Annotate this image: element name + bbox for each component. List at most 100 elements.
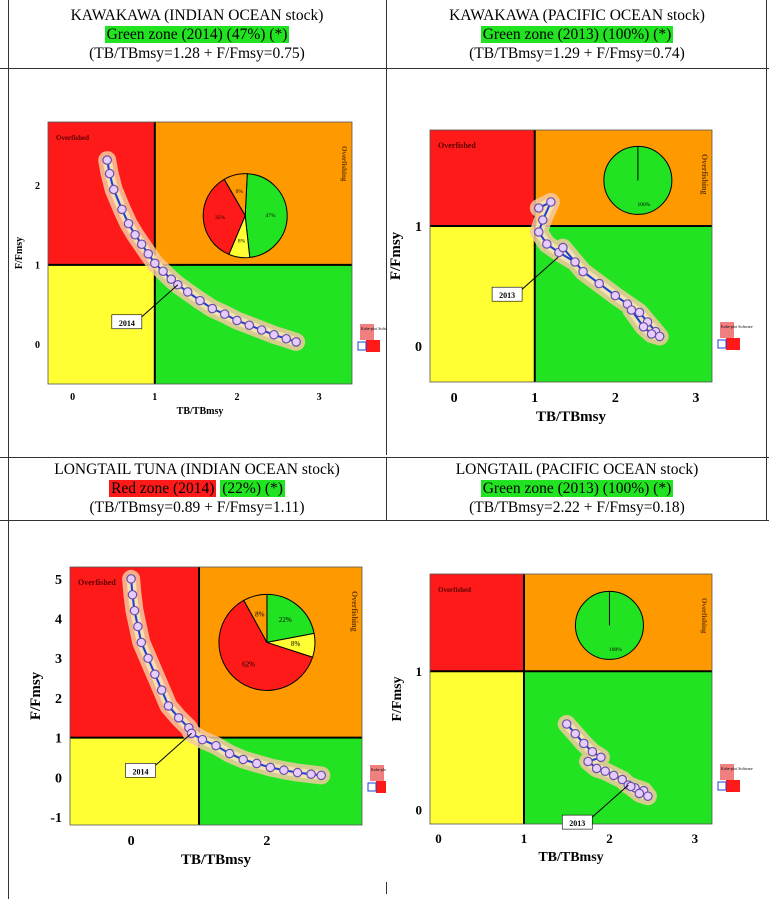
pie-label: 100% [637, 202, 650, 208]
y-tick-label: 5 [55, 573, 62, 588]
pie-label: 35% [215, 215, 226, 221]
trajectory-point [104, 168, 115, 179]
panel-title: KAWAKAWA (INDIAN OCEAN stock) [70, 7, 324, 24]
trajectory-point [129, 605, 140, 616]
legend-software-stripe [726, 338, 740, 350]
quadrant-label-overfished: Overfished [78, 578, 116, 587]
trajectory-point [626, 781, 636, 792]
legend-software-icon [717, 339, 727, 349]
status-zone-badge-red: Red zone (2014) [109, 480, 217, 497]
legend-software-stripe [726, 780, 740, 792]
trajectory-point [634, 788, 645, 799]
x-tick-label: 2 [263, 834, 270, 849]
trajectory-point [626, 305, 637, 315]
y-tick-label: 3 [55, 652, 62, 667]
x-tick-label: 1 [521, 831, 528, 846]
y-tick-label: 1 [55, 732, 62, 747]
final-year-box [125, 763, 156, 778]
pie-slice [218, 599, 314, 691]
trajectory-point [306, 769, 316, 779]
trajectory-point [643, 791, 653, 802]
pie-label: 100% [609, 647, 622, 653]
trajectory-point [291, 337, 301, 347]
status-zone-badge: Green zone (2013) (100%) (*) [480, 480, 674, 497]
final-year-box [491, 286, 523, 302]
x-tick-label: 1 [531, 391, 538, 406]
trajectory-point [207, 303, 218, 314]
kobe-chart-kawakawa-indian: Overfished Overfishing 2014 47% 8% 35% 9% 0 1 2 3 0… [14, 121, 386, 417]
y-tick-label: 2 [35, 181, 40, 192]
trajectory-point [594, 278, 604, 289]
trajectory-point [533, 203, 544, 213]
quadrant-label-overfishing: Overfishing [700, 598, 708, 634]
trajectory-point [546, 197, 556, 207]
y-tick-label: 0 [35, 340, 40, 351]
y-tick-label: 4 [55, 613, 62, 628]
trajectory-point [533, 227, 544, 237]
x-tick-label: 1 [152, 392, 157, 403]
trajectory-point [224, 748, 235, 759]
trajectory-point [127, 589, 138, 600]
y-tick-label: 0 [416, 803, 423, 818]
x-axis-label: TB/TBmsy [181, 852, 252, 868]
quadrant-label-overfished: Overfished [438, 141, 476, 150]
trajectory-point [244, 320, 255, 331]
trajectory-point [542, 239, 552, 249]
trajectory-point [558, 242, 568, 253]
horizontal-divider-lower [0, 520, 769, 521]
final-year-label: 2014 [119, 319, 135, 328]
trajectory-point [108, 184, 119, 195]
final-year-box [111, 314, 143, 330]
trajectory-point [587, 746, 598, 757]
legend-software-stripe [366, 340, 380, 352]
trajectory-point [600, 766, 610, 777]
pie-label: 8% [291, 640, 301, 648]
trajectory-point [195, 295, 205, 306]
trajectory-point [570, 257, 580, 267]
y-tick-label: 2 [55, 692, 62, 707]
final-year-leader [591, 784, 629, 818]
final-year-box [561, 814, 593, 830]
x-tick-label: 2 [234, 392, 239, 403]
trajectory-point [608, 770, 619, 781]
legend-software-text: Kobe-plot Software [721, 324, 753, 329]
vertical-divider-lower [386, 458, 387, 520]
trajectory-point [561, 719, 572, 729]
ratio-text: (TB/TBmsy=0.89 + F/Fmsy=1.11) [89, 499, 305, 516]
trajectory-point [281, 333, 292, 344]
trajectory-point [136, 239, 147, 250]
horizontal-divider-middle [0, 457, 769, 458]
trajectory-point [654, 331, 665, 342]
ratio-text: (TB/TBmsy=1.29 + F/Fmsy=0.74) [469, 45, 685, 62]
trajectory-point [150, 669, 160, 679]
trajectory-point [166, 274, 177, 284]
legend-software-box [720, 322, 734, 338]
legend-software-box [360, 324, 374, 340]
y-axis-label: F/Fmsy [28, 671, 44, 720]
pie-slice [223, 173, 248, 218]
x-tick-label: 2 [612, 391, 619, 406]
y-axis-label: F/Fmsy [14, 237, 25, 269]
trajectory-point [634, 307, 645, 318]
trajectory-point [316, 770, 327, 781]
y-tick-label: 0 [55, 771, 62, 786]
final-year-leader [155, 732, 192, 766]
trajectory-point [117, 204, 127, 215]
final-year-label: 2013 [569, 819, 585, 828]
x-axis-label: TB/TBmsy [536, 409, 607, 425]
pie-label: 8% [238, 239, 246, 245]
quadrant-overfished [430, 130, 535, 226]
plot-frame [69, 566, 363, 826]
vertical-divider [386, 0, 387, 455]
trajectory-point [579, 738, 589, 749]
legend-software-text: Kobe-plot Software [361, 326, 386, 331]
legend-software-box [370, 765, 384, 781]
trajectory-point [173, 713, 184, 723]
trajectory-point [638, 322, 649, 332]
panel-title: LONGTAIL TUNA (INDIAN OCEAN stock) [54, 461, 340, 478]
trajectory-point [143, 653, 153, 664]
quadrant-sustainable [524, 671, 712, 824]
y-tick-label: 1 [416, 664, 423, 679]
x-tick-label: 3 [317, 392, 322, 403]
pie-slice [244, 173, 288, 258]
